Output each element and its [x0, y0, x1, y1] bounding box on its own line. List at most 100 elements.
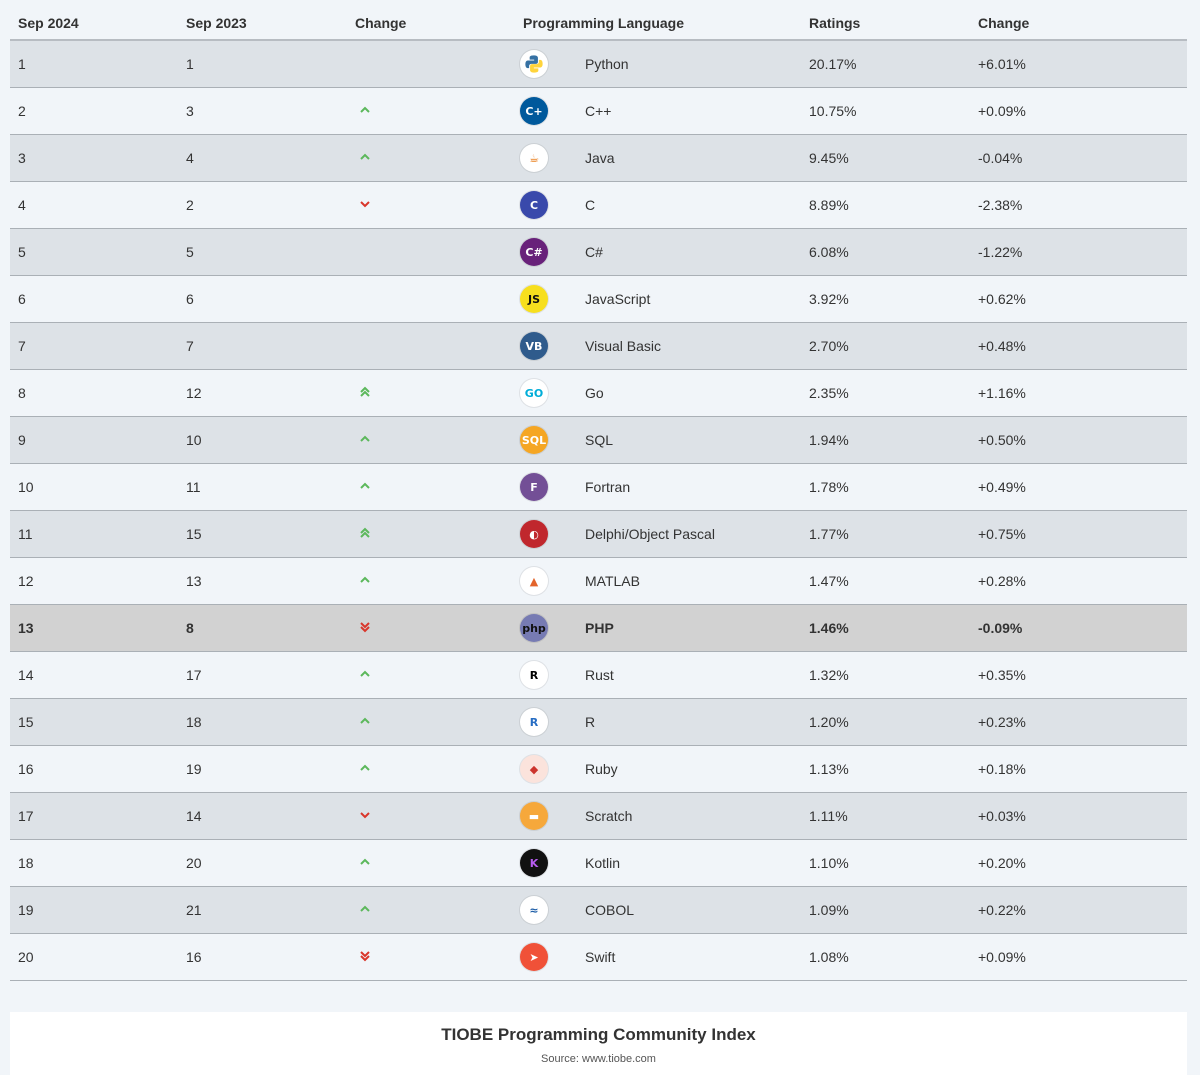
logo-glyph: R: [529, 668, 539, 682]
rank-2023: 7: [178, 322, 347, 370]
language-name[interactable]: Kotlin: [577, 839, 801, 887]
language-logo-cell: C: [515, 181, 577, 229]
rating-change: +0.20%: [970, 839, 1187, 887]
table-row[interactable]: 9 10 SQL SQL 1.94% +0.50%: [10, 416, 1187, 464]
c-logo-icon: C: [520, 191, 548, 219]
php-logo-icon: php: [520, 614, 548, 642]
table-row[interactable]: 15 18 R R 1.20% +0.23%: [10, 698, 1187, 746]
rating-change: +0.03%: [970, 792, 1187, 840]
header-change[interactable]: Change: [347, 6, 515, 41]
language-name[interactable]: Go: [577, 369, 801, 417]
rank-2024: 4: [10, 181, 178, 229]
table-row[interactable]: 5 5 C# C# 6.08% -1.22%: [10, 228, 1187, 276]
language-name[interactable]: MATLAB: [577, 557, 801, 605]
language-name[interactable]: Python: [577, 40, 801, 88]
language-name[interactable]: Rust: [577, 651, 801, 699]
language-name[interactable]: Ruby: [577, 745, 801, 793]
language-logo-cell: GO: [515, 369, 577, 417]
ranking-table: Sep 2024 Sep 2023 Change Programming Lan…: [10, 6, 1187, 981]
table-row[interactable]: 12 13 ▲ MATLAB 1.47% +0.28%: [10, 557, 1187, 605]
rank-2023: 5: [178, 228, 347, 276]
logo-glyph: R: [529, 715, 539, 729]
rating-value: 1.78%: [801, 463, 970, 511]
rating-value: 2.70%: [801, 322, 970, 370]
language-name[interactable]: JavaScript: [577, 275, 801, 323]
table-row[interactable]: 14 17 R Rust 1.32% +0.35%: [10, 651, 1187, 699]
table-row[interactable]: 10 11 F Fortran 1.78% +0.49%: [10, 463, 1187, 511]
rank-2023: 19: [178, 745, 347, 793]
table-row[interactable]: 7 7 VB Visual Basic 2.70% +0.48%: [10, 322, 1187, 370]
ranking-table-container: Sep 2024 Sep 2023 Change Programming Lan…: [10, 6, 1187, 981]
table-body: 1 1 Python 20.17% +6.01% 2 3 C+ C++ 10.75% +0.09% 3…: [10, 40, 1187, 981]
language-name[interactable]: C#: [577, 228, 801, 276]
r-logo-icon: R: [520, 708, 548, 736]
logo-glyph: ◐: [529, 527, 539, 541]
header-sep-2024[interactable]: Sep 2024: [10, 6, 178, 41]
fortran-logo-icon: F: [520, 473, 548, 501]
rating-value: 9.45%: [801, 134, 970, 182]
language-logo-cell: php: [515, 604, 577, 652]
table-row[interactable]: 18 20 K Kotlin 1.10% +0.20%: [10, 839, 1187, 887]
up-arrow-icon: [355, 904, 373, 920]
language-name[interactable]: Java: [577, 134, 801, 182]
logo-glyph: ◆: [529, 762, 539, 776]
language-logo-cell: ◆: [515, 745, 577, 793]
language-name[interactable]: Swift: [577, 933, 801, 981]
logo-glyph: JS: [527, 292, 540, 306]
rating-change: +0.75%: [970, 510, 1187, 558]
rank-2023: 20: [178, 839, 347, 887]
table-row[interactable]: 19 21 ≈ COBOL 1.09% +0.22%: [10, 886, 1187, 934]
language-name[interactable]: PHP: [577, 604, 801, 652]
trend-indicator: [347, 463, 515, 511]
go-logo-icon: GO: [520, 379, 548, 407]
table-row[interactable]: 8 12 GO Go 2.35% +1.16%: [10, 369, 1187, 417]
header-change-percent[interactable]: Change: [970, 6, 1187, 41]
swift-logo-icon: ➤: [520, 943, 548, 971]
trend-indicator: [347, 792, 515, 840]
table-row[interactable]: 13 8 php PHP 1.46% -0.09%: [10, 604, 1187, 652]
table-row[interactable]: 4 2 C C 8.89% -2.38%: [10, 181, 1187, 229]
logo-glyph: ➤: [529, 950, 539, 964]
trend-indicator: [347, 322, 515, 370]
rating-value: 6.08%: [801, 228, 970, 276]
language-name[interactable]: C: [577, 181, 801, 229]
rank-2024: 1: [10, 40, 178, 88]
rank-2023: 18: [178, 698, 347, 746]
trend-indicator: [347, 87, 515, 135]
table-row[interactable]: 1 1 Python 20.17% +6.01%: [10, 40, 1187, 88]
table-row[interactable]: 6 6 JS JavaScript 3.92% +0.62%: [10, 275, 1187, 323]
rank-2023: 4: [178, 134, 347, 182]
language-name[interactable]: SQL: [577, 416, 801, 464]
rank-2023: 2: [178, 181, 347, 229]
delphi-logo-icon: ◐: [520, 520, 548, 548]
trend-indicator: [347, 745, 515, 793]
table-row[interactable]: 3 4 ☕ Java 9.45% -0.04%: [10, 134, 1187, 182]
language-name[interactable]: Scratch: [577, 792, 801, 840]
rank-2024: 11: [10, 510, 178, 558]
language-name[interactable]: Visual Basic: [577, 322, 801, 370]
language-name[interactable]: C++: [577, 87, 801, 135]
language-name[interactable]: COBOL: [577, 886, 801, 934]
rating-change: +0.48%: [970, 322, 1187, 370]
language-logo-cell: ◐: [515, 510, 577, 558]
rating-value: 1.10%: [801, 839, 970, 887]
table-row[interactable]: 2 3 C+ C++ 10.75% +0.09%: [10, 87, 1187, 135]
table-row[interactable]: 11 15 ◐ Delphi/Object Pascal 1.77% +0.75%: [10, 510, 1187, 558]
rating-value: 8.89%: [801, 181, 970, 229]
table-row[interactable]: 17 14 ▬ Scratch 1.11% +0.03%: [10, 792, 1187, 840]
language-name[interactable]: Fortran: [577, 463, 801, 511]
rank-2024: 2: [10, 87, 178, 135]
header-ratings[interactable]: Ratings: [801, 6, 970, 41]
rank-2023: 12: [178, 369, 347, 417]
rating-change: +0.22%: [970, 886, 1187, 934]
down-arrow-icon: [355, 810, 373, 826]
table-row[interactable]: 20 16 ➤ Swift 1.08% +0.09%: [10, 933, 1187, 981]
table-row[interactable]: 16 19 ◆ Ruby 1.13% +0.18%: [10, 745, 1187, 793]
scratch-logo-icon: ▬: [520, 802, 548, 830]
up-arrow-icon: [355, 716, 373, 732]
language-name[interactable]: Delphi/Object Pascal: [577, 510, 801, 558]
rating-change: +0.18%: [970, 745, 1187, 793]
header-sep-2023[interactable]: Sep 2023: [178, 6, 347, 41]
language-name[interactable]: R: [577, 698, 801, 746]
header-programming-language[interactable]: Programming Language: [515, 6, 801, 41]
